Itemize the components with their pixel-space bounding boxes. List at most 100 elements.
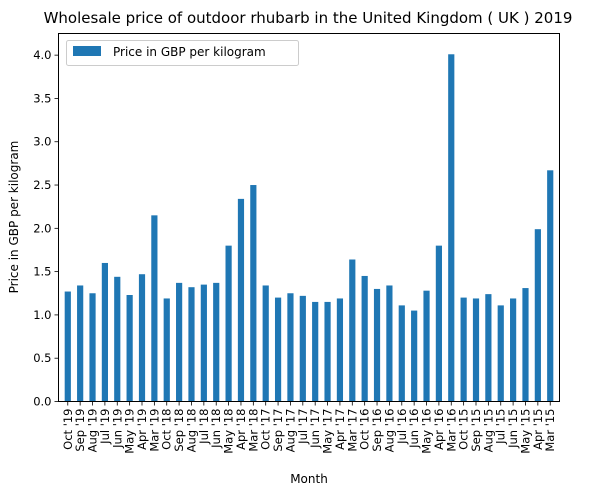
bar-37 bbox=[522, 288, 529, 402]
x-tick-label-38: Apr '15 bbox=[531, 409, 545, 450]
x-tick-label-33: Sep '15 bbox=[469, 409, 483, 452]
x-tick-label-16: Oct '17 bbox=[259, 409, 273, 450]
bar-23 bbox=[349, 259, 356, 402]
x-tick-label-3: Jul '19 bbox=[98, 409, 112, 445]
x-tick-label-12: Jun '18 bbox=[209, 409, 223, 449]
bar-19 bbox=[299, 295, 306, 402]
bar-15 bbox=[250, 185, 257, 402]
x-tick-label-31: Mar '16 bbox=[444, 409, 458, 452]
x-tick-label-35: Jul '15 bbox=[494, 409, 508, 445]
x-tick-label-15: Mar '18 bbox=[246, 409, 260, 452]
bar-22 bbox=[336, 298, 344, 402]
x-tick-label-39: Mar '15 bbox=[543, 409, 557, 452]
bar-2 bbox=[89, 293, 96, 402]
bar-17 bbox=[274, 297, 282, 402]
bar-9 bbox=[176, 282, 183, 402]
x-tick-label-30: Apr '16 bbox=[432, 409, 446, 450]
x-tick-label-28: Jun '16 bbox=[407, 409, 421, 449]
bar-8 bbox=[163, 298, 170, 402]
bar-18 bbox=[287, 293, 294, 402]
bar-33 bbox=[472, 298, 480, 402]
x-tick-label-4: Jun '19 bbox=[110, 409, 124, 449]
x-tick-label-27: Jul '16 bbox=[395, 409, 409, 445]
x-tick-label-26: Aug '16 bbox=[382, 409, 396, 453]
bar-7 bbox=[151, 215, 158, 402]
plot-frame bbox=[58, 33, 560, 402]
y-tick-label-2: 1.0 bbox=[33, 308, 51, 322]
x-tick-label-34: Aug '15 bbox=[481, 409, 495, 453]
y-tick-label-3: 1.5 bbox=[33, 265, 51, 279]
x-tick-label-11: Jul '18 bbox=[197, 409, 211, 445]
x-tick-label-8: Oct '18 bbox=[160, 409, 174, 450]
x-tick-label-2: Aug '19 bbox=[86, 409, 100, 453]
bar-16 bbox=[262, 285, 269, 402]
x-tick-label-25: Sep '16 bbox=[370, 409, 384, 452]
x-tick-label-18: Aug '17 bbox=[283, 409, 297, 453]
bar-24 bbox=[361, 275, 368, 402]
bar-39 bbox=[547, 170, 554, 402]
bar-25 bbox=[373, 288, 381, 402]
bar-28 bbox=[411, 310, 418, 402]
x-tick-label-22: Apr '17 bbox=[333, 409, 347, 450]
bar-34 bbox=[485, 294, 492, 402]
x-tick-label-6: Apr '19 bbox=[135, 409, 149, 450]
bar-27 bbox=[398, 305, 405, 402]
bar-6 bbox=[138, 274, 146, 402]
bars-group bbox=[64, 54, 554, 402]
bar-30 bbox=[435, 245, 442, 402]
bar-13 bbox=[225, 245, 232, 402]
x-tick-label-0: Oct '19 bbox=[61, 409, 75, 450]
legend-box bbox=[66, 40, 299, 66]
chart-title: Wholesale price of outdoor rhubarb in th… bbox=[44, 9, 573, 27]
bar-38 bbox=[534, 229, 541, 402]
y-axis-label: Price in GBP per kilogram bbox=[7, 141, 21, 294]
bar-12 bbox=[213, 282, 220, 402]
bar-20 bbox=[312, 301, 319, 402]
bar-5 bbox=[126, 295, 133, 402]
legend-swatch bbox=[73, 46, 101, 56]
x-tick-label-23: Mar '17 bbox=[345, 409, 359, 452]
bar-14 bbox=[237, 198, 245, 402]
y-tick-label-0: 0.0 bbox=[33, 395, 51, 409]
bar-29 bbox=[423, 290, 430, 402]
x-tick-label-32: Oct '15 bbox=[457, 409, 471, 450]
y-tick-label-8: 4.0 bbox=[33, 48, 51, 62]
bar-26 bbox=[386, 285, 393, 402]
x-tick-label-1: Sep '19 bbox=[73, 409, 87, 452]
x-tick-label-24: Oct '16 bbox=[358, 409, 372, 450]
bar-1 bbox=[77, 285, 84, 402]
x-tick-label-5: May '19 bbox=[123, 409, 137, 454]
bar-35 bbox=[497, 305, 504, 402]
x-tick-label-36: Jun '15 bbox=[506, 409, 520, 449]
x-tick-label-19: Jul '17 bbox=[296, 409, 310, 445]
bar-21 bbox=[324, 301, 331, 402]
x-tick-label-17: Sep '17 bbox=[271, 409, 285, 452]
x-tick-label-21: May '17 bbox=[321, 409, 335, 454]
x-tick-label-37: May '15 bbox=[518, 409, 532, 454]
bar-36 bbox=[510, 298, 517, 402]
x-tick-label-20: Jun '17 bbox=[308, 409, 322, 449]
legend-label: Price in GBP per kilogram bbox=[113, 45, 266, 59]
bar-32 bbox=[460, 297, 467, 402]
bar-10 bbox=[188, 287, 195, 402]
y-tick-label-6: 3.0 bbox=[33, 135, 51, 149]
y-tick-label-1: 0.5 bbox=[33, 351, 51, 365]
x-tick-label-14: Apr '18 bbox=[234, 409, 248, 450]
y-tick-label-5: 2.5 bbox=[33, 178, 51, 192]
x-tick-label-29: May '16 bbox=[420, 409, 434, 454]
bar-0 bbox=[64, 291, 71, 402]
x-tick-label-13: May '18 bbox=[222, 409, 236, 454]
bar-3 bbox=[101, 262, 108, 402]
x-axis-label: Month bbox=[290, 472, 328, 486]
bar-31 bbox=[448, 54, 455, 402]
bar-11 bbox=[200, 284, 207, 402]
legend: Price in GBP per kilogram bbox=[66, 40, 299, 66]
bar-4 bbox=[114, 276, 121, 402]
x-tick-label-9: Sep '18 bbox=[172, 409, 186, 452]
y-tick-label-7: 3.5 bbox=[33, 91, 51, 105]
y-axis-ticks: 0.0 0.5 1.0 1.5 2.0 2.5 3.0 3.5 4.0 bbox=[33, 48, 59, 409]
x-tick-label-10: Aug '18 bbox=[184, 409, 198, 453]
x-tick-label-7: Mar '19 bbox=[147, 409, 161, 452]
